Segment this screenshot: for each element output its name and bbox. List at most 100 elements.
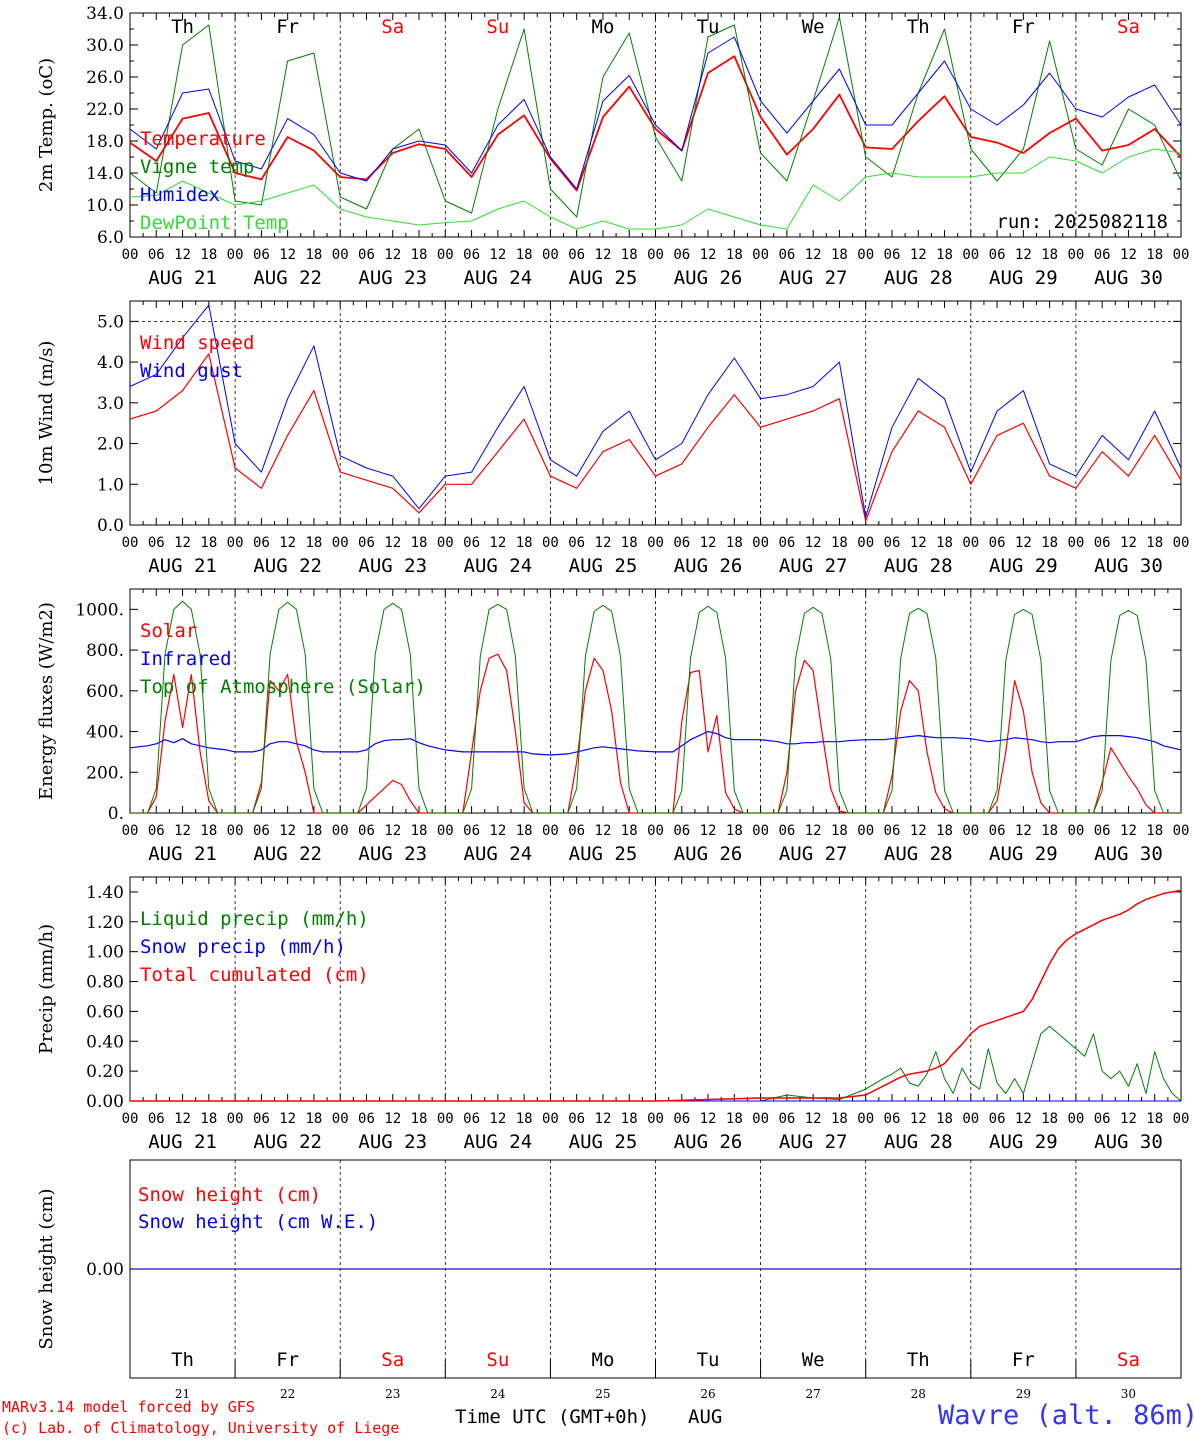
date-label: AUG 30	[1094, 843, 1163, 865]
hour-tick-label: 12	[700, 1111, 717, 1127]
hour-tick-label: 18	[516, 1111, 533, 1127]
panel-4: 0.00 0.20 0.40 0.60 0.80 1.00 1.20 1.40 Precip (…	[36, 876, 1189, 1153]
panel-5: 0.00 Snow height (cm) Snow height (cm) Snow…	[36, 1159, 1182, 1401]
weekday-label: Tu	[697, 16, 720, 38]
hour-tick-label: 12	[489, 535, 506, 551]
hour-tick-label: 00	[1067, 823, 1084, 839]
legend-entry: DewPoint Temp	[140, 212, 289, 234]
weekday-label: We	[802, 16, 825, 38]
hour-tick-label: 18	[1041, 247, 1058, 263]
plot-frame	[129, 588, 1182, 814]
hour-tick-label: 18	[200, 1111, 217, 1127]
hour-tick-label: 12	[805, 1111, 822, 1127]
hour-tick-label: 06	[989, 535, 1006, 551]
hour-tick-label: 18	[200, 823, 217, 839]
hour-tick-label: 12	[595, 535, 612, 551]
date-label: AUG 27	[779, 267, 848, 289]
weekday-label: Sa	[1117, 16, 1140, 38]
time-axis-label: Time UTC (GMT+0h)	[455, 1406, 650, 1428]
hour-tick-label: 18	[936, 535, 953, 551]
y-tick-label: 22.0	[86, 100, 124, 120]
hour-tick-label: 12	[910, 535, 927, 551]
hour-tick-label: 06	[568, 535, 585, 551]
y-tick-label: 1.40	[86, 883, 124, 903]
date-label: AUG 28	[884, 1131, 953, 1153]
hour-tick-label: 18	[726, 1111, 743, 1127]
hour-tick-label: 12	[279, 247, 296, 263]
hour-tick-label: 00	[857, 535, 874, 551]
hour-tick-label: 06	[253, 823, 270, 839]
series-line	[129, 36, 1182, 190]
y-tick-label: 400.	[86, 723, 124, 743]
model-credit: MARv3.14 model forced by GFS	[2, 1398, 255, 1416]
date-label: AUG 23	[358, 843, 427, 865]
date-label: AUG 23	[358, 555, 427, 577]
hour-tick-label: 06	[358, 1111, 375, 1127]
hour-tick-label: 18	[1041, 823, 1058, 839]
date-label: AUG 27	[779, 555, 848, 577]
y-tick-label: 0.00	[86, 1260, 124, 1280]
hour-tick-label: 06	[884, 535, 901, 551]
series-line	[129, 55, 1182, 192]
hour-tick-label: 12	[489, 1111, 506, 1127]
month-label: AUG	[688, 1406, 723, 1428]
day-number: 22	[280, 1387, 295, 1401]
y-axis-label: 2m Temp. (oC)	[36, 58, 57, 192]
weekday-label: Mo	[592, 1349, 615, 1371]
hour-tick-label: 00	[437, 823, 454, 839]
date-label: AUG 26	[674, 555, 743, 577]
date-label: AUG 25	[569, 267, 638, 289]
series-line	[129, 16, 1182, 218]
hour-tick-label: 12	[174, 823, 191, 839]
y-tick-label: 30.0	[86, 36, 124, 56]
date-label: AUG 21	[148, 1131, 217, 1153]
y-tick-label: 0.40	[86, 1032, 124, 1052]
hour-tick-label: 18	[305, 247, 322, 263]
hour-tick-label: 12	[805, 535, 822, 551]
hour-tick-label: 18	[936, 1111, 953, 1127]
hour-tick-label: 12	[174, 535, 191, 551]
hour-tick-label: 12	[489, 823, 506, 839]
hour-tick-label: 00	[647, 535, 664, 551]
hour-tick-label: 06	[358, 247, 375, 263]
hour-tick-label: 00	[752, 1111, 769, 1127]
hour-tick-label: 18	[936, 247, 953, 263]
day-number: 27	[806, 1387, 821, 1401]
hour-tick-label: 18	[1041, 535, 1058, 551]
weekday-label: Sa	[1117, 1349, 1140, 1371]
hour-tick-label: 12	[595, 247, 612, 263]
hour-tick-label: 12	[1120, 823, 1137, 839]
hour-tick-label: 18	[726, 823, 743, 839]
y-tick-label: 1.0	[97, 475, 124, 495]
hour-tick-label: 06	[463, 823, 480, 839]
hour-tick-label: 00	[122, 1111, 139, 1127]
weekday-label: Th	[171, 1349, 194, 1371]
legend-entry: Solar	[140, 620, 197, 642]
hour-tick-label: 00	[227, 823, 244, 839]
hour-tick-label: 00	[332, 1111, 349, 1127]
y-tick-label: 0.60	[86, 1002, 124, 1022]
day-number: 21	[175, 1387, 190, 1401]
day-number: 25	[595, 1387, 610, 1401]
date-label: AUG 24	[464, 267, 533, 289]
hour-tick-label: 00	[227, 1111, 244, 1127]
date-label: AUG 28	[884, 555, 953, 577]
y-axis-label: Snow height (cm)	[36, 1188, 57, 1349]
hour-tick-label: 18	[621, 823, 638, 839]
hour-tick-label: 06	[673, 1111, 690, 1127]
weekday-label: Sa	[381, 1349, 404, 1371]
hour-tick-label: 06	[253, 1111, 270, 1127]
hour-tick-label: 12	[489, 247, 506, 263]
y-tick-label: 0.00	[86, 1092, 124, 1112]
weekday-label: Sa	[381, 16, 404, 38]
hour-tick-label: 00	[752, 823, 769, 839]
y-tick-label: 0.0	[97, 516, 124, 536]
hour-tick-label: 06	[463, 535, 480, 551]
hour-tick-label: 18	[516, 535, 533, 551]
hour-tick-label: 18	[831, 1111, 848, 1127]
y-tick-label: 2.0	[97, 435, 124, 455]
hour-tick-label: 00	[227, 247, 244, 263]
hour-tick-label: 00	[122, 247, 139, 263]
hour-tick-label: 18	[831, 823, 848, 839]
